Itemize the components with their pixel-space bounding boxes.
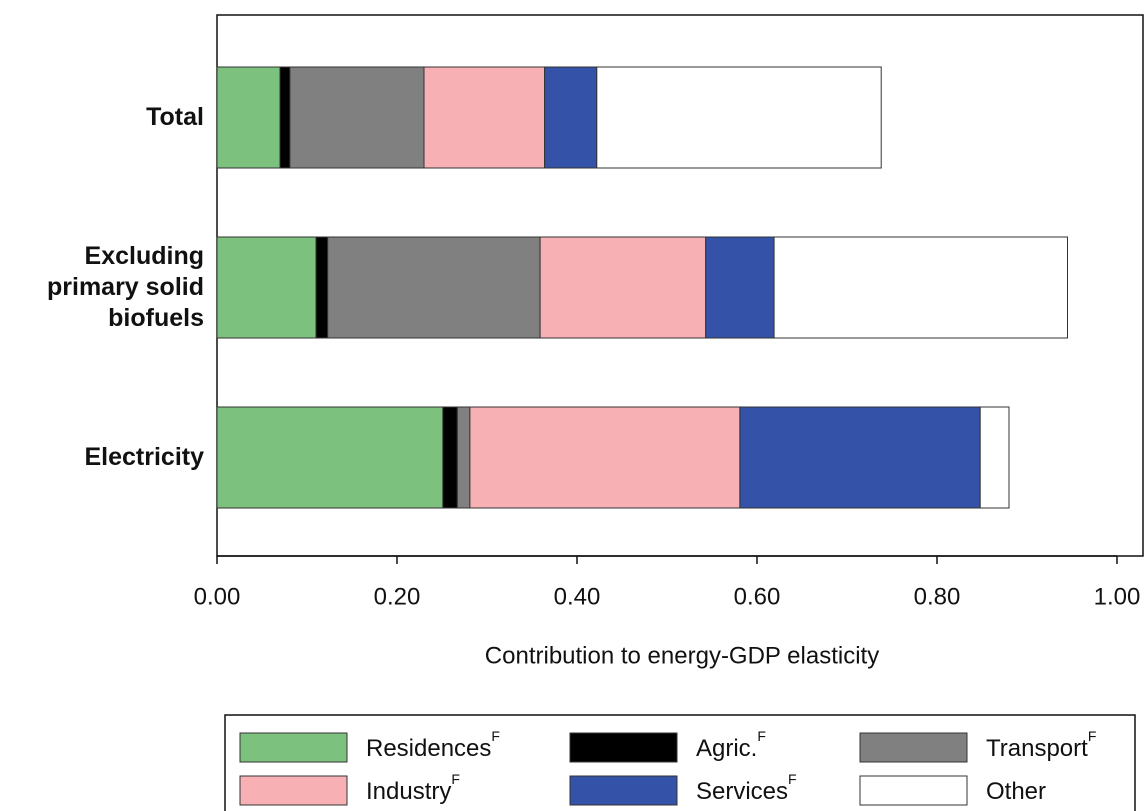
legend-swatch <box>859 732 968 763</box>
bar-segment <box>216 406 444 509</box>
legend-swatch <box>569 775 678 806</box>
x-tick-label: 1.00 <box>1094 583 1141 610</box>
legend-label: Agric.F <box>696 728 766 763</box>
bar-segment <box>705 236 775 339</box>
legend-swatch <box>859 775 968 806</box>
bar-segment <box>279 66 291 169</box>
legend-label: ResidencesF <box>366 728 500 763</box>
legend-name: Other <box>986 778 1046 805</box>
bar-segment <box>539 236 707 339</box>
bar-segment <box>596 66 882 169</box>
legend-superscript: F <box>788 771 797 787</box>
legend-name: Industry <box>366 778 451 805</box>
bar-segment <box>739 406 981 509</box>
category-label: Total <box>146 103 204 131</box>
legend-name: Services <box>696 778 788 805</box>
bar-segment <box>289 66 425 169</box>
x-tick-label: 0.20 <box>374 583 421 610</box>
bar-segment <box>544 66 598 169</box>
legend-name: Agric. <box>696 735 757 762</box>
legend-superscript: F <box>1088 728 1097 744</box>
legend-swatch <box>569 732 678 763</box>
bar-segment <box>315 236 329 339</box>
legend-label: Other <box>986 778 1046 805</box>
bar-segment <box>442 406 458 509</box>
bar-segment <box>979 406 1010 509</box>
legend-label: IndustryF <box>366 771 460 806</box>
bar-segment <box>773 236 1068 339</box>
legend-label: ServicesF <box>696 771 797 806</box>
bar-segment <box>456 406 471 509</box>
legend-name: Transport <box>986 735 1088 762</box>
legend-frame <box>224 714 1136 811</box>
bar-segment <box>423 66 546 169</box>
x-tick-label: 0.00 <box>194 583 241 610</box>
x-tick-label: 0.40 <box>554 583 601 610</box>
x-tick-label: 0.60 <box>734 583 781 610</box>
bar-segment <box>327 236 541 339</box>
x-axis-label: Contribution to energy-GDP elasticity <box>485 642 879 669</box>
category-label: Excluding primary solid biofuels <box>47 242 204 332</box>
bar-segment <box>216 236 317 339</box>
legend-name: Residences <box>366 735 491 762</box>
legend-label: TransportF <box>986 728 1096 763</box>
bar-segment <box>469 406 741 509</box>
category-label: Electricity <box>84 443 204 471</box>
legend-swatch <box>239 732 348 763</box>
legend-superscript: F <box>757 728 766 744</box>
legend-superscript: F <box>451 771 460 787</box>
legend-swatch <box>239 775 348 806</box>
bar-segment <box>216 66 281 169</box>
x-tick-label: 0.80 <box>914 583 961 610</box>
legend-superscript: F <box>491 728 500 744</box>
